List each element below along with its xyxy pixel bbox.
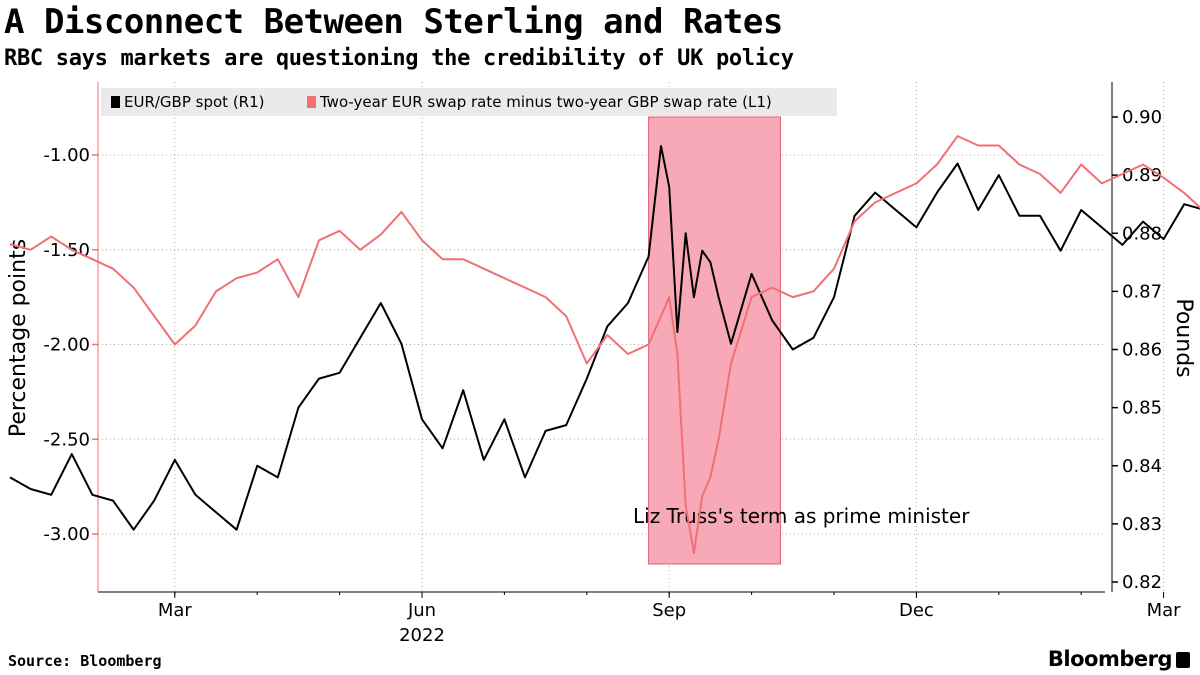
left-axis-tick-label: -1.50 [43, 240, 90, 261]
legend-swatch-swap [307, 96, 316, 108]
left-axis-tick-label: -2.50 [43, 429, 90, 450]
x-axis-tick-label: Jun [407, 600, 436, 621]
brand-logo: Bloomberg [1048, 647, 1190, 671]
right-axis-tick-label: 0.89 [1122, 165, 1162, 186]
legend-label-swap: Two-year EUR swap rate minus two-year GB… [319, 93, 772, 111]
right-axis-tick-label: 0.83 [1122, 514, 1162, 535]
left-axis-tick-label: -3.00 [43, 524, 90, 545]
x-axis-tick-label: Dec [899, 600, 934, 621]
truss-term-annotation: Liz Truss's term as prime minister [633, 504, 970, 528]
left-axis-title: Percentage points [6, 239, 31, 437]
eurgbp-series-line [9, 145, 1200, 531]
legend-box [101, 88, 837, 116]
right-axis-tick-label: 0.87 [1122, 281, 1162, 302]
x-axis-year-label: 2022 [399, 625, 445, 646]
x-axis-tick-label: Mar [158, 600, 193, 621]
brand-name: Bloomberg [1047, 647, 1173, 671]
legend-label-eurgbp: EUR/GBP spot (R1) [124, 93, 265, 111]
right-axis-tick-label: 0.90 [1122, 107, 1162, 128]
legend-swatch-eurgbp [111, 96, 120, 108]
x-axis-tick-label: Sep [652, 600, 686, 621]
chart-title: A Disconnect Between Sterling and Rates [4, 2, 783, 42]
right-axis-tick-label: 0.85 [1122, 398, 1162, 419]
x-axis-tick-label: Mar [1147, 600, 1182, 621]
source-note: Source: Bloomberg [8, 652, 162, 670]
right-axis-tick-label: 0.82 [1122, 572, 1162, 593]
bloomberg-mark-icon [1176, 652, 1190, 668]
left-axis-tick-label: -2.00 [43, 335, 90, 356]
chart-subtitle: RBC says markets are questioning the cre… [4, 46, 794, 71]
right-axis-tick-label: 0.86 [1122, 340, 1162, 361]
swap-spread-series-line [9, 135, 1200, 554]
left-axis-tick-label: -1.00 [43, 145, 90, 166]
truss-term-shading [648, 116, 781, 565]
right-axis-tick-label: 0.84 [1122, 456, 1162, 477]
right-axis-title: Pounds [1171, 298, 1196, 377]
